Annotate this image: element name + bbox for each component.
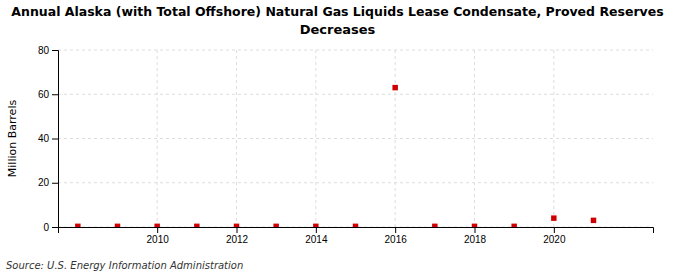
y-axis-line (52, 51, 59, 228)
x-axis-tick-mark (475, 227, 476, 233)
point (511, 224, 516, 227)
y-axis-tick-mark (52, 183, 58, 184)
x-axis-tick-mark (157, 227, 158, 233)
x-axis-tick-mark (554, 227, 555, 233)
y-axis-tick-mark (52, 227, 58, 228)
y-axis-title: Million Barrels (6, 100, 19, 178)
y-axis-tick-label: 60 (38, 89, 50, 100)
y-axis-tick: 20 (38, 177, 58, 188)
point (313, 224, 318, 227)
x-axis-tick: 2010 (147, 227, 170, 245)
x-axis: 2010 2012 2014 2016 2018 2020 (59, 227, 654, 245)
y-axis-tick-label: 80 (38, 45, 50, 56)
title: Annual Alaska (with Total Offshore) Natu… (11, 4, 663, 19)
y-axis-tick-mark (52, 50, 58, 51)
x-axis-tick-label: 2016 (385, 234, 408, 245)
x-axis-line (59, 228, 654, 234)
points (75, 85, 596, 227)
point (551, 215, 556, 220)
point (353, 224, 358, 227)
y-axis-tick-label: 20 (38, 177, 50, 188)
x-axis-tick-label: 2010 (147, 234, 170, 245)
grid (58, 50, 653, 227)
x-axis-tick: 2016 (385, 227, 408, 245)
x-axis-tick: 2020 (543, 227, 566, 245)
point (392, 85, 397, 90)
y-axis-tick-mark (52, 94, 58, 95)
x-axis-tick-label: 2014 (305, 234, 328, 245)
y-axis-tick: 40 (38, 133, 58, 144)
y-axis-tick: 80 (38, 45, 58, 56)
point (75, 224, 80, 227)
point (154, 224, 159, 227)
x-axis-tick: 2018 (464, 227, 487, 245)
x-axis-tick-mark (316, 227, 317, 233)
point (432, 224, 437, 227)
x-axis-tick-mark (395, 227, 396, 233)
y-axis-tick-label: 40 (38, 133, 50, 144)
grid-line-y (58, 138, 653, 139)
subtitle: Decreases (300, 22, 376, 37)
grid-line-y (58, 182, 653, 183)
y-axis: 0 20 40 60 80 (38, 45, 59, 233)
x-axis-tick-label: 2012 (226, 234, 249, 245)
point (591, 218, 596, 223)
grid-line-y (58, 50, 653, 51)
annotation: Source: U.S. Energy Information Administ… (6, 260, 243, 271)
y-axis-tick: 0 (43, 222, 58, 233)
grid-line-x (236, 50, 237, 227)
y-axis-tick-mark (52, 139, 58, 140)
y-axis-tick-label: 0 (43, 222, 49, 233)
point (273, 224, 278, 227)
x-axis-tick: 2012 (226, 227, 249, 245)
point (194, 224, 199, 227)
x-axis-tick: 2014 (305, 227, 328, 245)
x-axis-tick-label: 2018 (464, 234, 487, 245)
point (115, 224, 120, 227)
grid-line-x (553, 50, 554, 227)
point (234, 224, 239, 227)
x-axis-tick-label: 2020 (543, 234, 566, 245)
grid-line-y (58, 94, 653, 95)
y-axis-tick: 60 (38, 89, 58, 100)
point (472, 224, 477, 227)
x-axis-tick-mark (237, 227, 238, 233)
chart: 2010 2012 2014 2016 2018 2020 0 20 40 60 80 Million… (0, 0, 675, 275)
